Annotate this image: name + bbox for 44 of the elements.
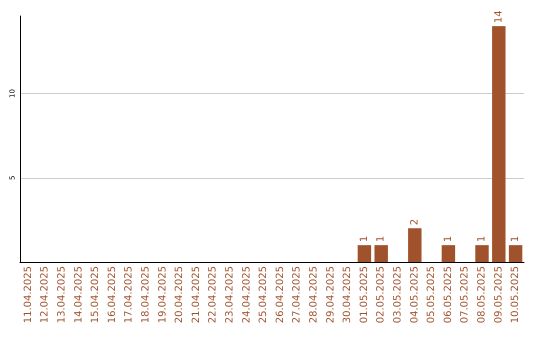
x-tick-label: 25.04.2025 bbox=[258, 266, 270, 324]
x-tick-label: 20.04.2025 bbox=[174, 266, 186, 324]
x-tick-label: 28.04.2025 bbox=[308, 266, 320, 324]
x-tick-label: 18.04.2025 bbox=[140, 266, 152, 324]
x-tick-label: 08.05.2025 bbox=[476, 266, 488, 324]
data-label: 1 bbox=[510, 236, 522, 242]
x-tick-label: 04.05.2025 bbox=[409, 266, 420, 324]
bar bbox=[374, 245, 388, 262]
bar bbox=[358, 245, 372, 262]
x-tick-label: 30.04.2025 bbox=[342, 266, 354, 324]
data-label: 1 bbox=[476, 236, 488, 242]
data-label: 2 bbox=[409, 218, 420, 226]
data-label: 1 bbox=[376, 236, 387, 242]
bar bbox=[442, 245, 456, 262]
x-tick-label: 12.04.2025 bbox=[40, 266, 51, 324]
x-tick-label: 23.04.2025 bbox=[224, 266, 236, 324]
bar bbox=[508, 245, 522, 262]
x-tick-label: 06.05.2025 bbox=[442, 266, 454, 324]
x-tick-label: 11.04.2025 bbox=[22, 266, 34, 324]
x-tick-label: 05.05.2025 bbox=[426, 266, 438, 324]
data-label: 1 bbox=[358, 236, 370, 242]
x-tick-label: 07.05.2025 bbox=[460, 266, 471, 324]
x-tick-label: 15.04.2025 bbox=[90, 266, 102, 324]
x-tick-label: 26.04.2025 bbox=[274, 266, 286, 324]
x-tick-label: 21.04.2025 bbox=[190, 266, 202, 324]
x-tick-label: 16.04.2025 bbox=[106, 266, 118, 324]
bar bbox=[475, 245, 489, 262]
data-label: 1 bbox=[442, 236, 454, 242]
x-tick-label: 24.04.2025 bbox=[241, 266, 252, 324]
x-tick-label: 29.04.2025 bbox=[325, 266, 336, 324]
x-tick-label: 03.05.2025 bbox=[392, 266, 404, 324]
x-tick-label: 22.04.2025 bbox=[208, 266, 219, 324]
x-tick-label: 27.04.2025 bbox=[292, 266, 303, 324]
x-tick-label: 09.05.2025 bbox=[493, 266, 504, 324]
x-tick-label: 19.04.2025 bbox=[157, 266, 168, 324]
data-label: 14 bbox=[493, 10, 504, 24]
bar bbox=[408, 228, 422, 262]
x-tick-label: 10.05.2025 bbox=[510, 266, 522, 324]
x-tick-label: 01.05.2025 bbox=[358, 266, 370, 324]
bar bbox=[492, 26, 506, 262]
x-tick-label: 14.04.2025 bbox=[73, 266, 84, 324]
x-tick-label: 17.04.2025 bbox=[124, 266, 135, 324]
x-tick-label: 13.04.2025 bbox=[56, 266, 68, 324]
x-tick-label: 02.05.2025 bbox=[376, 266, 387, 324]
